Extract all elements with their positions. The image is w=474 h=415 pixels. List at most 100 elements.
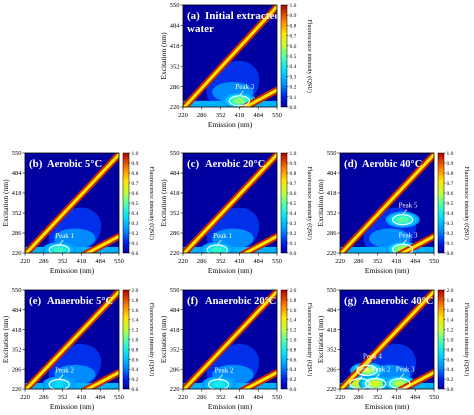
x-tick-label: 352 <box>58 394 68 401</box>
panel-b: Peak 1 (b) Aerobic 5°C 220 286 352 418 484 550 E… <box>1 150 155 275</box>
x-tick-label: 286 <box>197 394 208 401</box>
y-tick-label: 550 <box>170 287 180 294</box>
colorbar-tick-label: 1.6 <box>132 308 139 314</box>
colorbar-tick-label: 0.9 <box>290 13 297 19</box>
x-tick-label: 286 <box>197 258 208 265</box>
panel-title: (a) <box>187 10 200 22</box>
y-tick-label: 220 <box>12 386 22 393</box>
colorbar-tick-label: 0.7 <box>290 34 297 40</box>
x-tick-label: 418 <box>392 258 402 265</box>
y-tick-label: 286 <box>12 366 23 373</box>
colorbar-label: Fluorescence intensity (QSU) <box>306 303 313 377</box>
panel-label: Initial extracted <box>205 10 280 22</box>
y-tick-label: 550 <box>12 287 22 294</box>
colorbar-tick-label: 0.6 <box>447 191 454 197</box>
colorbar-tick-label: 1.2 <box>132 328 139 334</box>
peak-label: Peak 2 <box>55 367 74 375</box>
scatter-band-core <box>399 370 434 389</box>
colorbar-tick-label: 0.0 <box>290 387 297 393</box>
colorbar-tick-label: 0.8 <box>290 23 297 29</box>
x-tick-label: 286 <box>197 112 208 119</box>
colorbar <box>280 152 288 254</box>
x-tick-label: 352 <box>216 112 226 119</box>
colorbar-tick-label: 0.0 <box>290 251 297 257</box>
panel-title: (f) <box>187 295 198 307</box>
colorbar-tick-label: 0.6 <box>132 191 139 197</box>
colorbar-tick-label: 0.8 <box>290 347 297 353</box>
x-tick-label: 484 <box>95 394 106 401</box>
y-tick-label: 286 <box>170 84 181 91</box>
scatter-band-core <box>340 290 434 389</box>
x-tick-label: 550 <box>272 112 282 119</box>
y-tick-label: 418 <box>170 43 180 50</box>
colorbar-tick-label: 0.3 <box>447 221 454 227</box>
y-tick-label: 352 <box>327 347 337 354</box>
colorbar <box>280 289 288 390</box>
colorbar-tick-label: 0.2 <box>290 231 297 237</box>
panel-title: (b) <box>29 158 43 170</box>
y-tick-label: 484 <box>12 307 23 314</box>
x-tick-label: 352 <box>216 258 226 265</box>
scatter-band-core <box>340 153 434 253</box>
colorbar-tick-label: 0.4 <box>290 64 297 70</box>
colorbar-tick-label: 0.0 <box>447 387 454 393</box>
scatter-band-core <box>242 88 277 107</box>
y-tick-label: 220 <box>12 250 22 257</box>
panel-label: Aerobic 20°C <box>205 159 265 170</box>
x-tick-label: 550 <box>429 394 439 401</box>
colorbar-tick-label: 0.8 <box>447 171 454 177</box>
scatter-band-core <box>25 153 119 253</box>
scatter-band-core <box>242 234 277 253</box>
colorbar-tick-label: 1.4 <box>290 318 297 324</box>
peak-leader <box>216 239 222 246</box>
colorbar-tick-label: 0.2 <box>290 377 297 383</box>
y-tick-label: 484 <box>327 307 338 314</box>
x-tick-label: 484 <box>253 112 264 119</box>
colorbar-tick-label: 0.8 <box>132 171 139 177</box>
y-tick-label: 352 <box>12 347 22 354</box>
x-tick-label: 550 <box>272 394 282 401</box>
peak-contour <box>234 97 245 104</box>
colorbar-tick-label: 0.4 <box>447 211 454 217</box>
y-tick-label: 418 <box>170 327 180 334</box>
colorbar-tick-label: 0.5 <box>290 54 297 60</box>
peak-label: Peak 1 <box>213 232 232 240</box>
panel-label: Aerobic 5°C <box>47 159 102 170</box>
y-axis-label: Excitation (nm) <box>159 179 168 227</box>
panel-e: Peak 2 (e) Anaerobic 5°C 220 286 352 418 484 55… <box>1 287 155 411</box>
colorbar-tick-label: 0.8 <box>447 347 454 353</box>
peak-leader <box>218 374 223 380</box>
colorbar-tick-label: 0.6 <box>132 357 139 363</box>
colorbar-tick-label: 1.0 <box>290 3 297 9</box>
y-tick-label: 352 <box>327 210 337 217</box>
plot-frame <box>24 289 120 390</box>
y-tick-label: 550 <box>327 287 337 294</box>
y-tick-label: 220 <box>327 386 337 393</box>
colorbar-tick-label: 0.1 <box>290 241 297 247</box>
x-tick-label: 286 <box>354 394 365 401</box>
scatter-band-core <box>242 370 277 389</box>
colorbar-tick-label: 1.2 <box>290 328 297 334</box>
colorbar-tick-label: 0.4 <box>447 367 454 373</box>
colorbar-tick-label: 0.9 <box>447 161 454 167</box>
peak-contour <box>213 381 224 388</box>
x-axis-label: Emission (nm) <box>208 402 253 411</box>
y-tick-label: 484 <box>327 170 338 177</box>
y-tick-label: 220 <box>170 386 180 393</box>
y-tick-label: 220 <box>170 250 180 257</box>
x-tick-label: 286 <box>354 258 365 265</box>
colorbar-label: Fluorescence intensity (QSU) <box>148 303 155 377</box>
colorbar-label: Fluorescence intensity (QSU) <box>463 166 470 240</box>
peak-label: Peak 3 <box>399 231 418 239</box>
colorbar-tick-label: 0.6 <box>447 357 454 363</box>
y-tick-label: 418 <box>327 327 337 334</box>
peak-label: Peak 1 <box>55 232 74 240</box>
peak-label: Peak 4 <box>363 352 382 360</box>
colorbar-tick-label: 0.4 <box>132 211 139 217</box>
peak-leader <box>58 374 64 380</box>
colorbar-tick-label: 0.4 <box>290 211 297 217</box>
plot-area: Peak 5 Peak 3 <box>340 153 434 253</box>
